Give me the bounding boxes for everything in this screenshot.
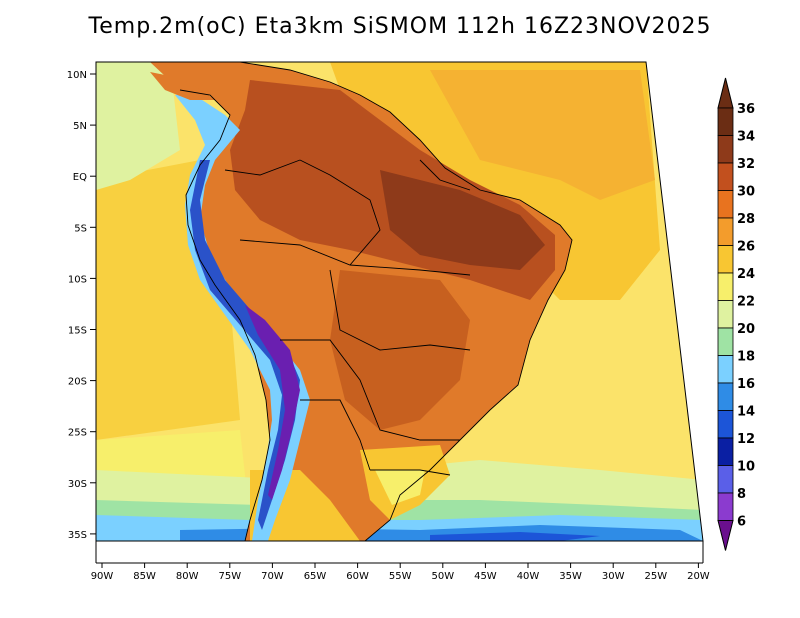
lon-label: 35W — [559, 571, 582, 582]
colorbar-segment — [717, 162, 734, 191]
colorbar-segment — [717, 382, 734, 411]
colorbar-segment — [717, 465, 734, 494]
lat-label: 20S — [68, 377, 87, 388]
colorbar-label: 36 — [737, 102, 755, 117]
map-title: Temp.2m(oC) Eta3km SiSMOM 112h 16Z23NOV2… — [88, 14, 712, 39]
colorbar-segment — [717, 492, 734, 521]
lat-label: 30S — [68, 479, 87, 490]
lon-label: 80W — [176, 571, 199, 582]
longitude-axis: 90W 85W 80W 75W 70W 65W 60W 55W 50W 45W 40W 35W 30W 2… — [91, 563, 710, 582]
uruguay-mild — [375, 470, 425, 505]
colorbar-label: 10 — [737, 460, 755, 475]
colorbar: 36 34 32 30 28 26 24 22 20 18 16 14 12 10 8 6 — [717, 77, 755, 551]
colorbar-segment — [717, 135, 734, 164]
lat-label: 15S — [68, 326, 87, 337]
colorbar-label: 28 — [737, 212, 755, 227]
lon-label: 60W — [346, 571, 369, 582]
lat-label: 5S — [74, 223, 87, 234]
colorbar-segment — [717, 300, 734, 329]
colorbar-label: 26 — [737, 240, 755, 255]
colorbar-segment — [717, 245, 734, 274]
central-hot-region — [330, 270, 470, 430]
northeast-hottest-core — [380, 170, 545, 270]
colorbar-segment — [717, 327, 734, 356]
colorbar-segment — [717, 272, 734, 301]
colorbar-label: 16 — [737, 377, 755, 392]
colorbar-bottom-arrow — [717, 520, 734, 551]
lat-label: 25S — [68, 428, 87, 439]
lon-label: 90W — [91, 571, 114, 582]
colorbar-segment — [717, 410, 734, 439]
country-borders — [150, 62, 573, 541]
colorbar-label: 34 — [737, 130, 755, 145]
lon-label: 20W — [687, 571, 710, 582]
temperature-field — [96, 62, 703, 541]
colorbar-label: 12 — [737, 432, 755, 447]
lon-label: 75W — [218, 571, 241, 582]
colorbar-label: 32 — [737, 157, 755, 172]
lat-label: EQ — [73, 172, 87, 183]
colorbar-segment — [717, 355, 734, 384]
lat-label: 35S — [68, 530, 87, 541]
colorbar-label: 22 — [737, 295, 755, 310]
lon-label: 50W — [431, 571, 454, 582]
lat-label: 5N — [73, 121, 87, 132]
colorbar-label: 24 — [737, 267, 755, 282]
lat-label: 10N — [67, 70, 87, 81]
colorbar-label: 6 — [737, 515, 746, 530]
lat-label: 10S — [68, 274, 87, 285]
lon-label: 45W — [474, 571, 497, 582]
latitude-axis: 10N 5N EQ 5S 10S 15S 20S 25S 30S 35S — [67, 70, 96, 541]
colorbar-label: 20 — [737, 322, 755, 337]
lon-label: 85W — [133, 571, 156, 582]
pacific-cool-north — [96, 62, 180, 190]
colorbar-label: 8 — [737, 487, 746, 502]
colorbar-segment — [717, 437, 734, 466]
lon-label: 70W — [261, 571, 284, 582]
southern-band-14 — [430, 532, 600, 541]
colorbar-segment — [717, 190, 734, 219]
andes-coldest-core — [245, 305, 300, 500]
lon-label: 40W — [517, 571, 540, 582]
lon-label: 65W — [304, 571, 327, 582]
colorbar-label: 18 — [737, 350, 755, 365]
colorbar-label: 14 — [737, 405, 755, 420]
colorbar-segment — [717, 217, 734, 246]
atlantic-warmest-water — [430, 70, 655, 200]
lon-label: 30W — [602, 571, 625, 582]
lon-label: 55W — [389, 571, 412, 582]
colorbar-top-arrow — [717, 77, 734, 109]
colorbar-label: 30 — [737, 185, 755, 200]
lon-label: 25W — [644, 571, 667, 582]
colorbar-segment — [717, 107, 734, 136]
